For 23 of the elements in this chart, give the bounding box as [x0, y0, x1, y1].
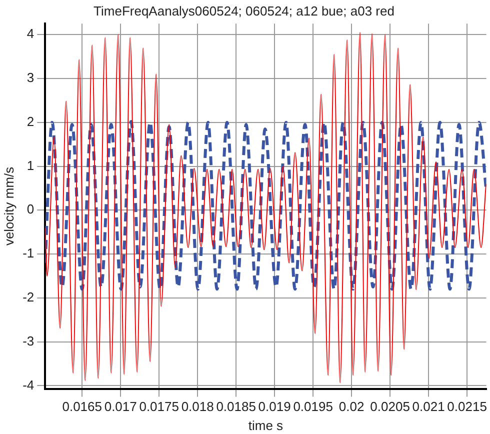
x-tick-label: 0.0195: [293, 399, 333, 414]
x-tick-label: 0.021: [412, 399, 445, 414]
y-tick-label: -4: [22, 377, 34, 392]
x-tick-label: 0.017: [104, 399, 137, 414]
y-tick-label: 2: [26, 114, 34, 129]
y-tick-label: -3: [22, 333, 34, 348]
y-axis-title: velocity mm/s: [1, 166, 16, 246]
x-tick-label: 0.0215: [447, 399, 487, 414]
x-tick-label: 0.02: [338, 399, 364, 414]
y-tick-label: 0: [26, 202, 34, 217]
x-tick-label: 0.019: [258, 399, 291, 414]
y-tick-label: 3: [26, 70, 34, 86]
x-tick-label: 0.018: [181, 399, 214, 414]
y-tick-label: 1: [26, 158, 34, 173]
y-tick-label: -2: [22, 290, 34, 305]
y-tick-label: -1: [22, 246, 34, 261]
x-tick-label: 0.0205: [370, 399, 410, 414]
x-tick-label: 0.0175: [139, 399, 179, 414]
y-tick-label: 4: [26, 26, 34, 42]
x-tick-label: 0.0165: [62, 399, 102, 414]
x-axis-title: time s: [248, 418, 284, 433]
x-tick-label: 0.0185: [216, 399, 256, 414]
chart-title: TimeFreqAanalys060524; 060524; a12 bue; a03 red: [94, 3, 394, 18]
